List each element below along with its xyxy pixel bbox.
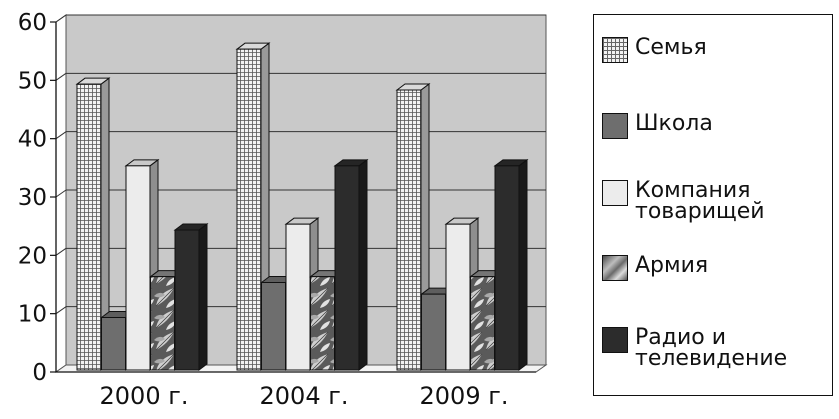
bar bbox=[421, 293, 446, 371]
x-tick-label: 2009 г. bbox=[420, 382, 509, 410]
legend-item: Армия bbox=[602, 255, 708, 281]
bar bbox=[445, 223, 471, 371]
legend-label: Школа bbox=[635, 111, 713, 136]
legend: Семья Школа Компания товарищей Армия Радио и… bbox=[593, 14, 833, 396]
y-tick-label: 60 bbox=[18, 10, 47, 36]
legend-swatch bbox=[602, 327, 628, 353]
bar bbox=[494, 165, 520, 371]
bar bbox=[150, 276, 175, 371]
y-tick-label: 20 bbox=[18, 243, 47, 269]
bar bbox=[310, 276, 335, 371]
bar bbox=[285, 223, 311, 371]
legend-item: Семья bbox=[602, 37, 707, 63]
legend-item: Радио и телевидение bbox=[602, 325, 788, 371]
bar bbox=[470, 276, 495, 371]
bar bbox=[76, 83, 102, 371]
bar-side bbox=[198, 223, 208, 371]
y-tick-label: 50 bbox=[18, 68, 47, 94]
legend-swatch bbox=[602, 37, 628, 63]
legend-swatch bbox=[602, 255, 628, 281]
y-tick-label: 0 bbox=[32, 360, 47, 386]
x-tick-label: 2004 г. bbox=[260, 382, 349, 410]
y-tick-label: 30 bbox=[18, 185, 47, 211]
legend-label: Семья bbox=[635, 35, 707, 60]
bar bbox=[125, 165, 151, 371]
gridline-side bbox=[55, 14, 67, 23]
legend-item: Школа bbox=[602, 113, 713, 139]
bar-side bbox=[518, 158, 528, 371]
y-tick-label: 10 bbox=[18, 302, 47, 328]
bar bbox=[396, 89, 422, 371]
legend-label: Радио и телевидение bbox=[635, 325, 788, 371]
gridline-side bbox=[55, 247, 67, 256]
x-tick-label: 2000 г. bbox=[100, 382, 189, 410]
legend-item: Компания товарищей bbox=[602, 178, 765, 224]
bar bbox=[261, 282, 286, 371]
bar bbox=[101, 317, 126, 371]
legend-label: Компания товарищей bbox=[635, 178, 765, 224]
bar bbox=[334, 165, 360, 371]
legend-label: Армия bbox=[635, 253, 709, 278]
bar bbox=[236, 48, 262, 371]
gridline-side bbox=[55, 306, 67, 315]
gridline-side bbox=[55, 131, 67, 140]
bar-side bbox=[358, 158, 368, 371]
legend-swatch bbox=[602, 180, 628, 206]
y-tick-label: 40 bbox=[18, 127, 47, 153]
legend-swatch bbox=[602, 113, 628, 139]
bar bbox=[174, 229, 200, 371]
gridline-side bbox=[55, 72, 67, 81]
gridline-side bbox=[55, 189, 67, 198]
